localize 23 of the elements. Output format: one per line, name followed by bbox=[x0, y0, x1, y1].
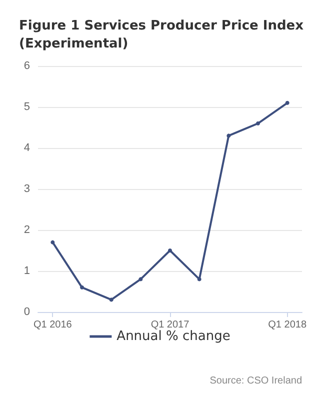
point bbox=[256, 121, 260, 126]
y-tick-label: 0 bbox=[24, 306, 30, 318]
chart-title: Figure 1 Services Producer Price Index (Experimental) bbox=[19, 18, 308, 52]
source-note: Source: CSO Ireland bbox=[210, 376, 302, 386]
x-tick-label: Q1 2016 bbox=[33, 320, 72, 330]
point bbox=[197, 277, 202, 282]
point bbox=[109, 298, 114, 302]
point bbox=[168, 248, 172, 252]
point bbox=[80, 285, 84, 290]
point bbox=[138, 277, 143, 282]
y-tick-label: 3 bbox=[24, 183, 30, 195]
x-tick-label: Q1 2017 bbox=[150, 320, 190, 330]
line-series bbox=[50, 100, 290, 302]
legend-label: Annual % change bbox=[116, 329, 230, 344]
y-tick-label: 5 bbox=[24, 101, 30, 113]
y-tick-label: 1 bbox=[24, 265, 30, 277]
y-tick-label: 4 bbox=[24, 142, 30, 154]
point bbox=[50, 240, 55, 244]
y-tick-label: 6 bbox=[24, 60, 30, 72]
x-tick-label: Q1 2018 bbox=[268, 320, 307, 330]
point bbox=[226, 134, 231, 138]
point bbox=[285, 100, 290, 105]
y-tick-label: 2 bbox=[24, 224, 30, 236]
